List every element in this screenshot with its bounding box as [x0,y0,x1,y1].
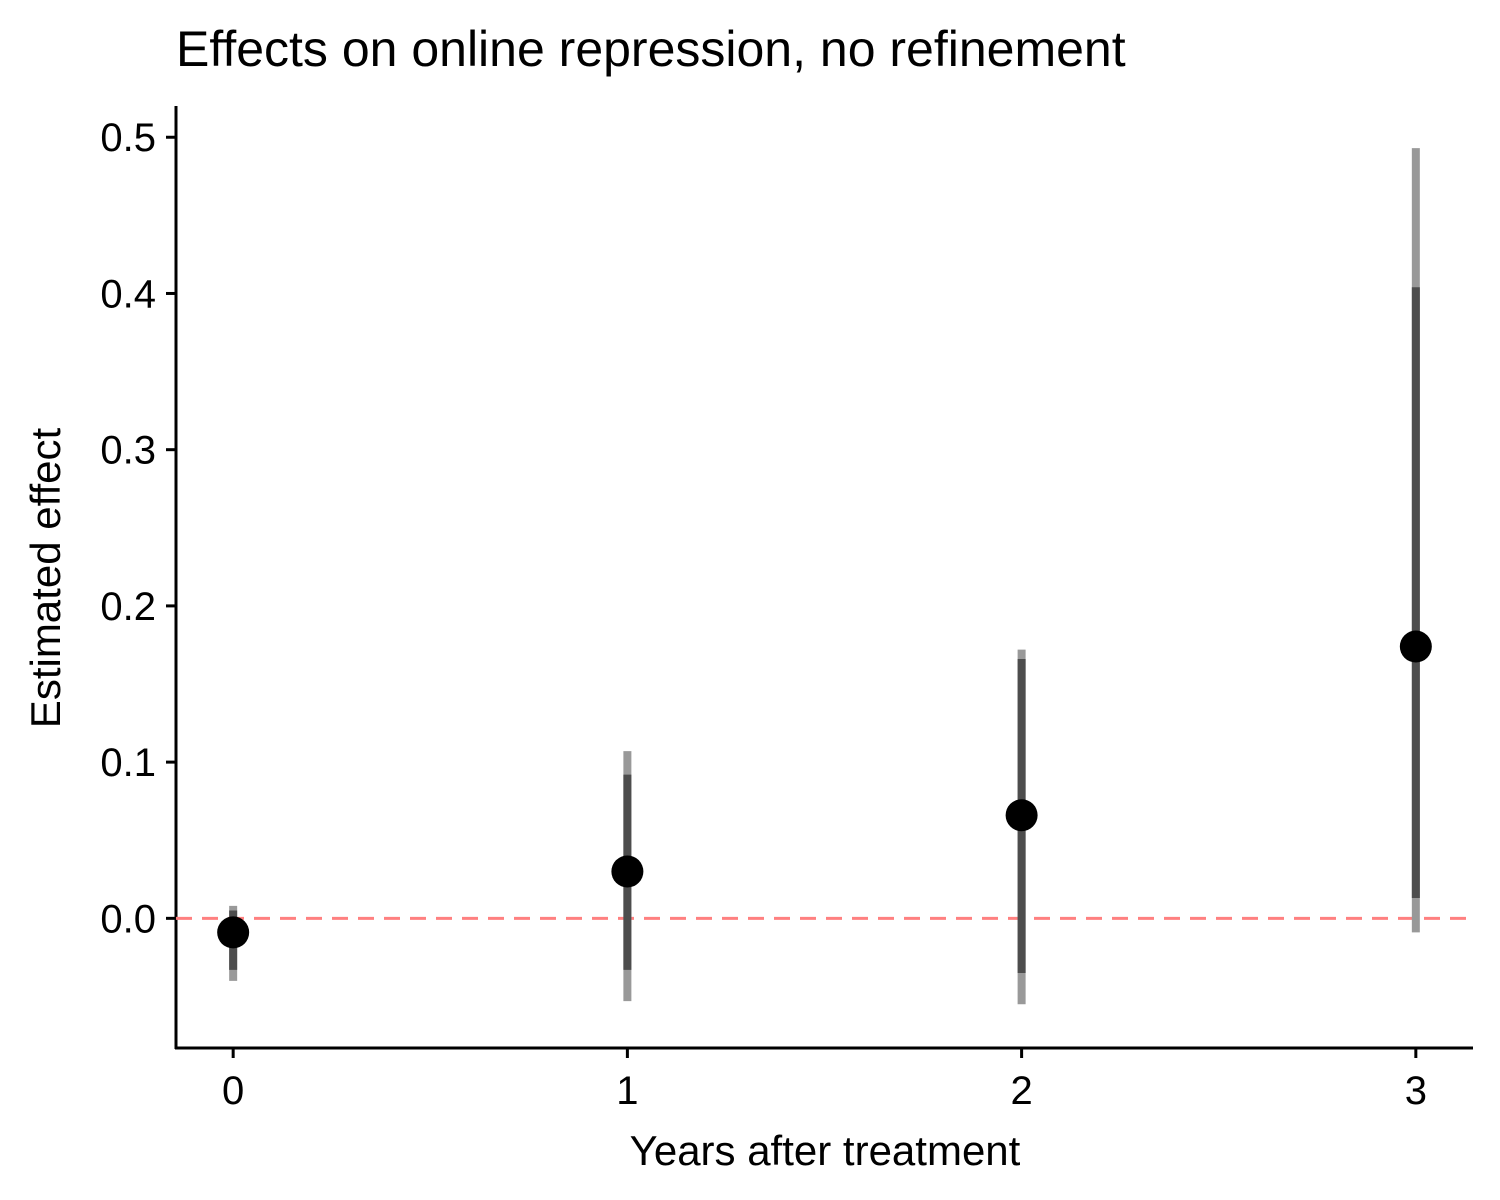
x-axis-title: Years after treatment [630,1127,1021,1174]
x-tick-label: 1 [616,1069,638,1113]
y-axis-title: Estimated effect [22,427,69,728]
estimate-point [1005,799,1038,832]
y-tick-label: 0.2 [100,585,156,629]
x-tick-label: 0 [222,1069,244,1113]
y-tick-label: 0.1 [100,741,156,785]
chart-title: Effects on online repression, no refinem… [176,21,1126,77]
estimate-point [1399,630,1432,663]
y-tick-label: 0.3 [100,429,156,473]
estimate-point [611,855,644,888]
y-tick-label: 0.4 [100,272,156,316]
plot-area: 0.0 0.1 0.2 0.3 0.4 0.5 0 1 2 3 [100,106,1473,1113]
x-tick-label: 3 [1405,1069,1427,1113]
estimate-point [217,916,250,949]
x-tick-label: 2 [1010,1069,1032,1113]
y-tick-label: 0.0 [100,897,156,941]
y-tick-label: 0.5 [100,116,156,160]
